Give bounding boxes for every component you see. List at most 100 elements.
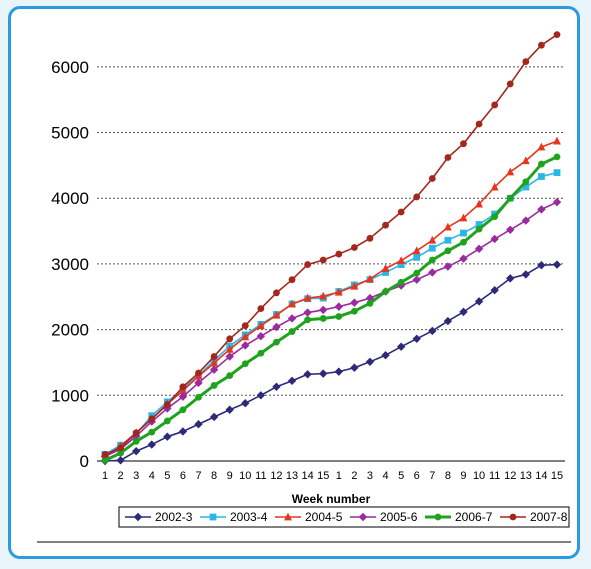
data-point	[428, 235, 437, 244]
x-tick-label: 13	[520, 470, 532, 482]
data-point	[179, 406, 187, 414]
data-point	[381, 264, 390, 272]
data-point	[272, 310, 281, 319]
data-point	[474, 244, 484, 254]
data-point	[117, 449, 124, 457]
data-point	[147, 440, 156, 449]
x-tick-label: 7	[195, 470, 201, 482]
series-line	[104, 33, 558, 456]
y-tick-label: 0	[80, 452, 89, 471]
legend-label: 2003-4	[230, 510, 268, 524]
y-tick-label: 6000	[51, 58, 89, 77]
legend-swatch-marker	[434, 513, 442, 521]
data-point	[521, 216, 531, 225]
y-tick-label: 4000	[51, 189, 89, 208]
data-point	[350, 298, 359, 307]
data-point	[303, 293, 312, 302]
legend-label: 2002-3	[155, 510, 193, 524]
data-point	[178, 427, 188, 436]
data-point	[553, 136, 561, 145]
x-tick-label: 12	[504, 470, 516, 482]
data-point	[428, 268, 437, 277]
data-point	[397, 278, 405, 286]
data-point	[132, 437, 140, 445]
data-point	[116, 456, 125, 465]
data-point	[428, 326, 437, 336]
data-point	[288, 299, 296, 308]
data-point	[412, 334, 421, 344]
legend-label: 2007-8	[530, 510, 568, 524]
data-point	[397, 261, 405, 268]
data-point	[163, 401, 171, 408]
data-point	[287, 314, 297, 323]
legend-label: 2006-7	[455, 510, 493, 524]
data-point	[335, 250, 343, 258]
data-point	[304, 316, 312, 324]
x-tick-label: 8	[211, 470, 217, 482]
chart-frame: 0 1000 2000 3000 4000 5000 6000 1 2 3 4 5 6 7 8 9 10 11 1…	[8, 6, 580, 559]
data-point	[179, 383, 187, 391]
data-point	[443, 222, 452, 231]
data-point	[444, 236, 452, 244]
data-point	[241, 341, 250, 350]
data-point	[210, 358, 219, 367]
data-point	[226, 372, 234, 379]
data-point	[474, 297, 484, 306]
data-point	[381, 351, 390, 360]
series-2003-4	[101, 169, 561, 458]
legend-label: 2005-6	[380, 510, 418, 524]
data-point	[538, 173, 545, 180]
data-point	[209, 365, 219, 374]
data-point	[101, 451, 109, 458]
x-tick-label: 11	[489, 470, 500, 482]
data-point	[366, 234, 374, 242]
legend-swatch-marker	[133, 512, 143, 522]
series-2002-3	[100, 260, 562, 466]
data-point	[335, 313, 343, 320]
data-point	[490, 286, 499, 295]
data-point	[553, 31, 561, 39]
x-tick-label: 6	[414, 470, 420, 482]
data-point	[350, 363, 359, 372]
x-tick-label: 1	[102, 470, 108, 482]
x-tick-label: 7	[429, 470, 435, 482]
legend-item: 2007-8	[500, 510, 568, 524]
series-line	[104, 140, 558, 458]
data-point	[132, 429, 140, 437]
x-tick-label: 2	[118, 470, 124, 482]
data-point	[101, 456, 109, 464]
data-point	[366, 274, 374, 283]
data-point	[210, 353, 218, 360]
data-point	[334, 367, 343, 376]
x-tick-label: 6	[180, 470, 186, 482]
y-tick-label: 2000	[51, 321, 89, 340]
data-point	[521, 156, 530, 165]
series-line	[104, 201, 558, 458]
data-point	[288, 276, 296, 284]
data-point	[163, 417, 171, 425]
x-axis-tick-labels: 1 2 3 4 5 6 7 8 9 10 11 12 13 14 15 1 2 3 4 5 6 7 8 9 10 11 12 13 14…	[102, 470, 563, 482]
data-point	[210, 382, 218, 389]
legend: 2002-3 2003-4 2004-5 2005-6 2006-7 2007-8	[125, 510, 568, 524]
x-tick-label: 15	[551, 470, 563, 482]
data-point	[350, 307, 358, 315]
legend-box	[118, 506, 570, 528]
data-point	[552, 197, 562, 207]
data-point	[163, 432, 172, 441]
data-point	[273, 289, 280, 297]
data-point	[241, 322, 249, 330]
data-point	[241, 398, 250, 408]
x-tick-label: 10	[473, 470, 485, 482]
data-point	[288, 328, 296, 335]
data-point	[256, 331, 266, 341]
data-point	[397, 256, 406, 265]
data-point	[225, 344, 234, 353]
data-point	[382, 221, 389, 229]
data-point	[256, 391, 266, 400]
data-point	[148, 415, 156, 423]
data-point	[460, 140, 467, 148]
data-point	[475, 120, 483, 128]
data-point	[225, 352, 234, 361]
data-point	[272, 382, 281, 391]
